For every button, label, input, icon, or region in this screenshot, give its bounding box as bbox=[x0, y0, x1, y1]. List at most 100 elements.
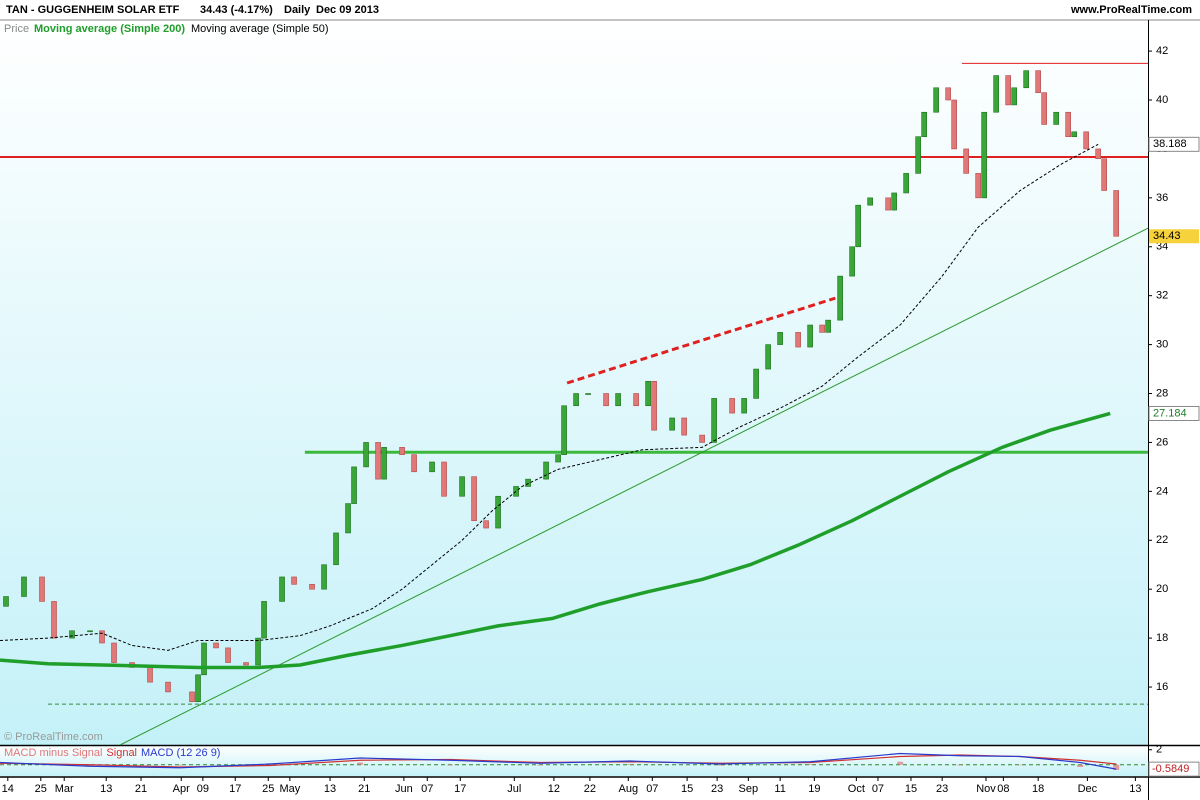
candle bbox=[165, 681, 171, 693]
macd-histogram-bar bbox=[897, 761, 904, 765]
y-tick-label: 28 bbox=[1156, 387, 1168, 399]
candle bbox=[837, 275, 843, 321]
candle bbox=[543, 461, 549, 480]
macd-legend: MACD minus Signal bbox=[4, 747, 102, 759]
trend-line bbox=[119, 227, 1149, 746]
y-tick-label: 16 bbox=[1156, 681, 1168, 693]
macd-line bbox=[0, 752, 1117, 770]
x-tick-label: 12 bbox=[548, 783, 560, 795]
macd-histogram-bar bbox=[0, 764, 3, 765]
x-tick-label: Mar bbox=[55, 783, 74, 795]
candle bbox=[243, 662, 249, 666]
x-tick-label: 21 bbox=[358, 783, 370, 795]
plot-bg bbox=[0, 20, 1148, 745]
candle bbox=[279, 576, 285, 602]
candle bbox=[213, 642, 219, 649]
candle bbox=[87, 630, 93, 633]
candle bbox=[1065, 111, 1071, 137]
y-tick-label: 34 bbox=[1156, 241, 1168, 253]
candle bbox=[921, 111, 927, 137]
candle bbox=[381, 447, 387, 480]
y-tick-label: 32 bbox=[1156, 290, 1168, 302]
candle bbox=[633, 393, 639, 407]
candle bbox=[1071, 131, 1077, 137]
price-tag: 34.43 bbox=[1153, 230, 1181, 242]
candle bbox=[963, 148, 969, 174]
macd-histogram-bar bbox=[807, 764, 814, 765]
candle bbox=[1101, 158, 1107, 191]
legend-entry: Moving average (Simple 50) bbox=[191, 23, 329, 35]
candle bbox=[51, 601, 57, 639]
candle bbox=[981, 111, 987, 199]
y-tick-label: 26 bbox=[1156, 436, 1168, 448]
candle bbox=[645, 380, 651, 407]
date: Dec 09 2013 bbox=[316, 4, 379, 16]
candle bbox=[765, 344, 771, 370]
candle bbox=[741, 398, 747, 414]
ma50-tag: 38.188 bbox=[1153, 138, 1187, 150]
candle bbox=[975, 173, 981, 199]
x-tick-label: 19 bbox=[808, 783, 820, 795]
candle bbox=[555, 454, 561, 463]
candle bbox=[915, 136, 921, 174]
candle bbox=[1053, 111, 1059, 125]
candle bbox=[603, 393, 609, 407]
candle bbox=[1041, 92, 1047, 125]
x-tick-label: 25 bbox=[262, 783, 274, 795]
y-tick-label: 30 bbox=[1156, 339, 1168, 351]
x-tick-label: 13 bbox=[1129, 783, 1141, 795]
legend-price: Price bbox=[4, 23, 29, 35]
candle bbox=[525, 478, 531, 487]
candle bbox=[483, 520, 489, 529]
x-tick-label: 15 bbox=[681, 783, 693, 795]
x-tick-label: 07 bbox=[646, 783, 658, 795]
candle bbox=[1005, 75, 1011, 106]
candle bbox=[471, 476, 477, 522]
x-tick-label: 25 bbox=[35, 783, 47, 795]
candle bbox=[441, 461, 447, 497]
candle bbox=[945, 87, 951, 101]
quote: 34.43 (-4.17%) bbox=[200, 4, 273, 16]
candle bbox=[855, 204, 861, 248]
candle bbox=[39, 576, 45, 602]
candle bbox=[669, 417, 675, 431]
candle bbox=[459, 476, 465, 497]
x-tick-label: Jun bbox=[395, 783, 413, 795]
x-tick-label: Sep bbox=[739, 783, 759, 795]
y-tick-label: 20 bbox=[1156, 583, 1168, 595]
candle bbox=[651, 380, 657, 431]
macd-y-tick-label: 2 bbox=[1156, 744, 1162, 756]
x-tick-label: 07 bbox=[421, 783, 433, 795]
trend-line bbox=[566, 296, 836, 385]
x-tick-label: 17 bbox=[454, 783, 466, 795]
candle bbox=[585, 393, 591, 395]
candle bbox=[495, 495, 501, 529]
candle bbox=[699, 434, 705, 443]
x-tick-label: Apr bbox=[173, 783, 190, 795]
candle bbox=[951, 99, 957, 150]
candle bbox=[615, 393, 621, 407]
x-tick-label: 18 bbox=[1032, 783, 1044, 795]
candle bbox=[795, 332, 801, 348]
candle bbox=[225, 647, 231, 663]
candle bbox=[867, 197, 873, 206]
source: www.ProRealTime.com bbox=[1070, 4, 1192, 16]
candle bbox=[933, 87, 939, 113]
x-tick-label: 21 bbox=[135, 783, 147, 795]
price-tag-box bbox=[1149, 229, 1199, 244]
candle bbox=[885, 197, 891, 211]
candle bbox=[363, 442, 369, 468]
candle bbox=[849, 246, 855, 277]
moving-average bbox=[0, 143, 1099, 651]
x-tick-label: 17 bbox=[229, 783, 241, 795]
x-tick-label: 09 bbox=[197, 783, 209, 795]
macd-histogram-bar bbox=[1017, 764, 1024, 766]
macd-bg bbox=[0, 746, 1148, 776]
candle bbox=[1023, 70, 1029, 89]
candle bbox=[399, 447, 405, 455]
candle bbox=[255, 637, 261, 666]
candle bbox=[351, 466, 357, 504]
x-tick-label: 08 bbox=[997, 783, 1009, 795]
candle bbox=[69, 630, 75, 639]
